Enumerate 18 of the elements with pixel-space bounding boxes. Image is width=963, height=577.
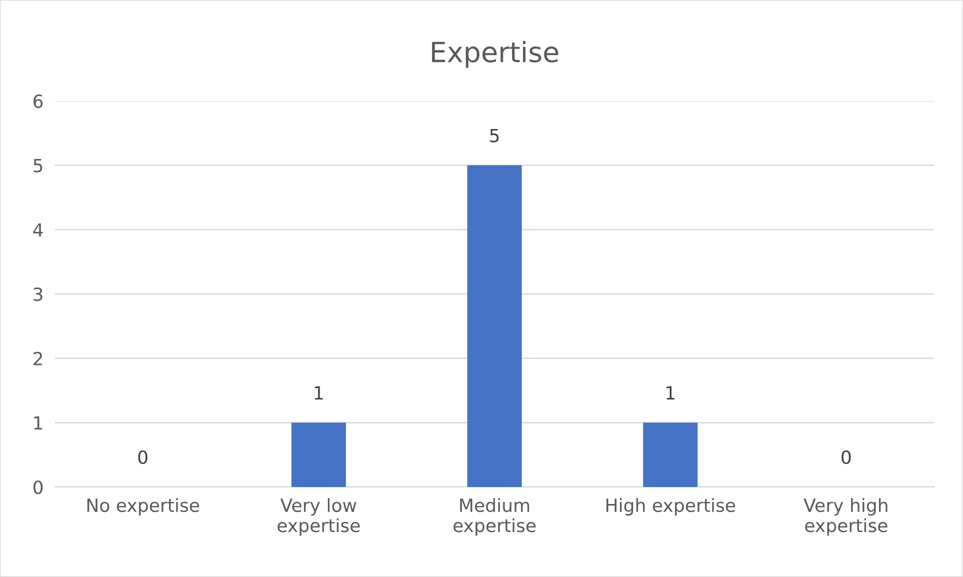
data-label: 0 (842, 450, 851, 464)
x-tick-label: Very low expertise (278, 498, 360, 536)
y-tick-label: 4 (33, 223, 43, 237)
chart-title: Expertise (432, 40, 558, 68)
y-tick-label: 6 (34, 94, 43, 108)
data-label: 1 (314, 386, 323, 400)
data-label: 5 (490, 128, 499, 142)
y-tick-label: 1 (34, 416, 42, 430)
data-label: 1 (666, 386, 674, 400)
data-label: 0 (138, 450, 148, 464)
y-tick-label: 5 (34, 159, 42, 172)
x-tick-label: Very high expertise (804, 498, 888, 536)
x-tick-label: Medium expertise (453, 498, 536, 536)
y-tick-label: 3 (34, 287, 42, 302)
y-tick-label: 0 (33, 480, 43, 494)
x-tick-label: No expertise (87, 498, 200, 516)
y-tick-label: 2 (34, 352, 42, 366)
x-tick-label: High expertise (606, 498, 736, 516)
